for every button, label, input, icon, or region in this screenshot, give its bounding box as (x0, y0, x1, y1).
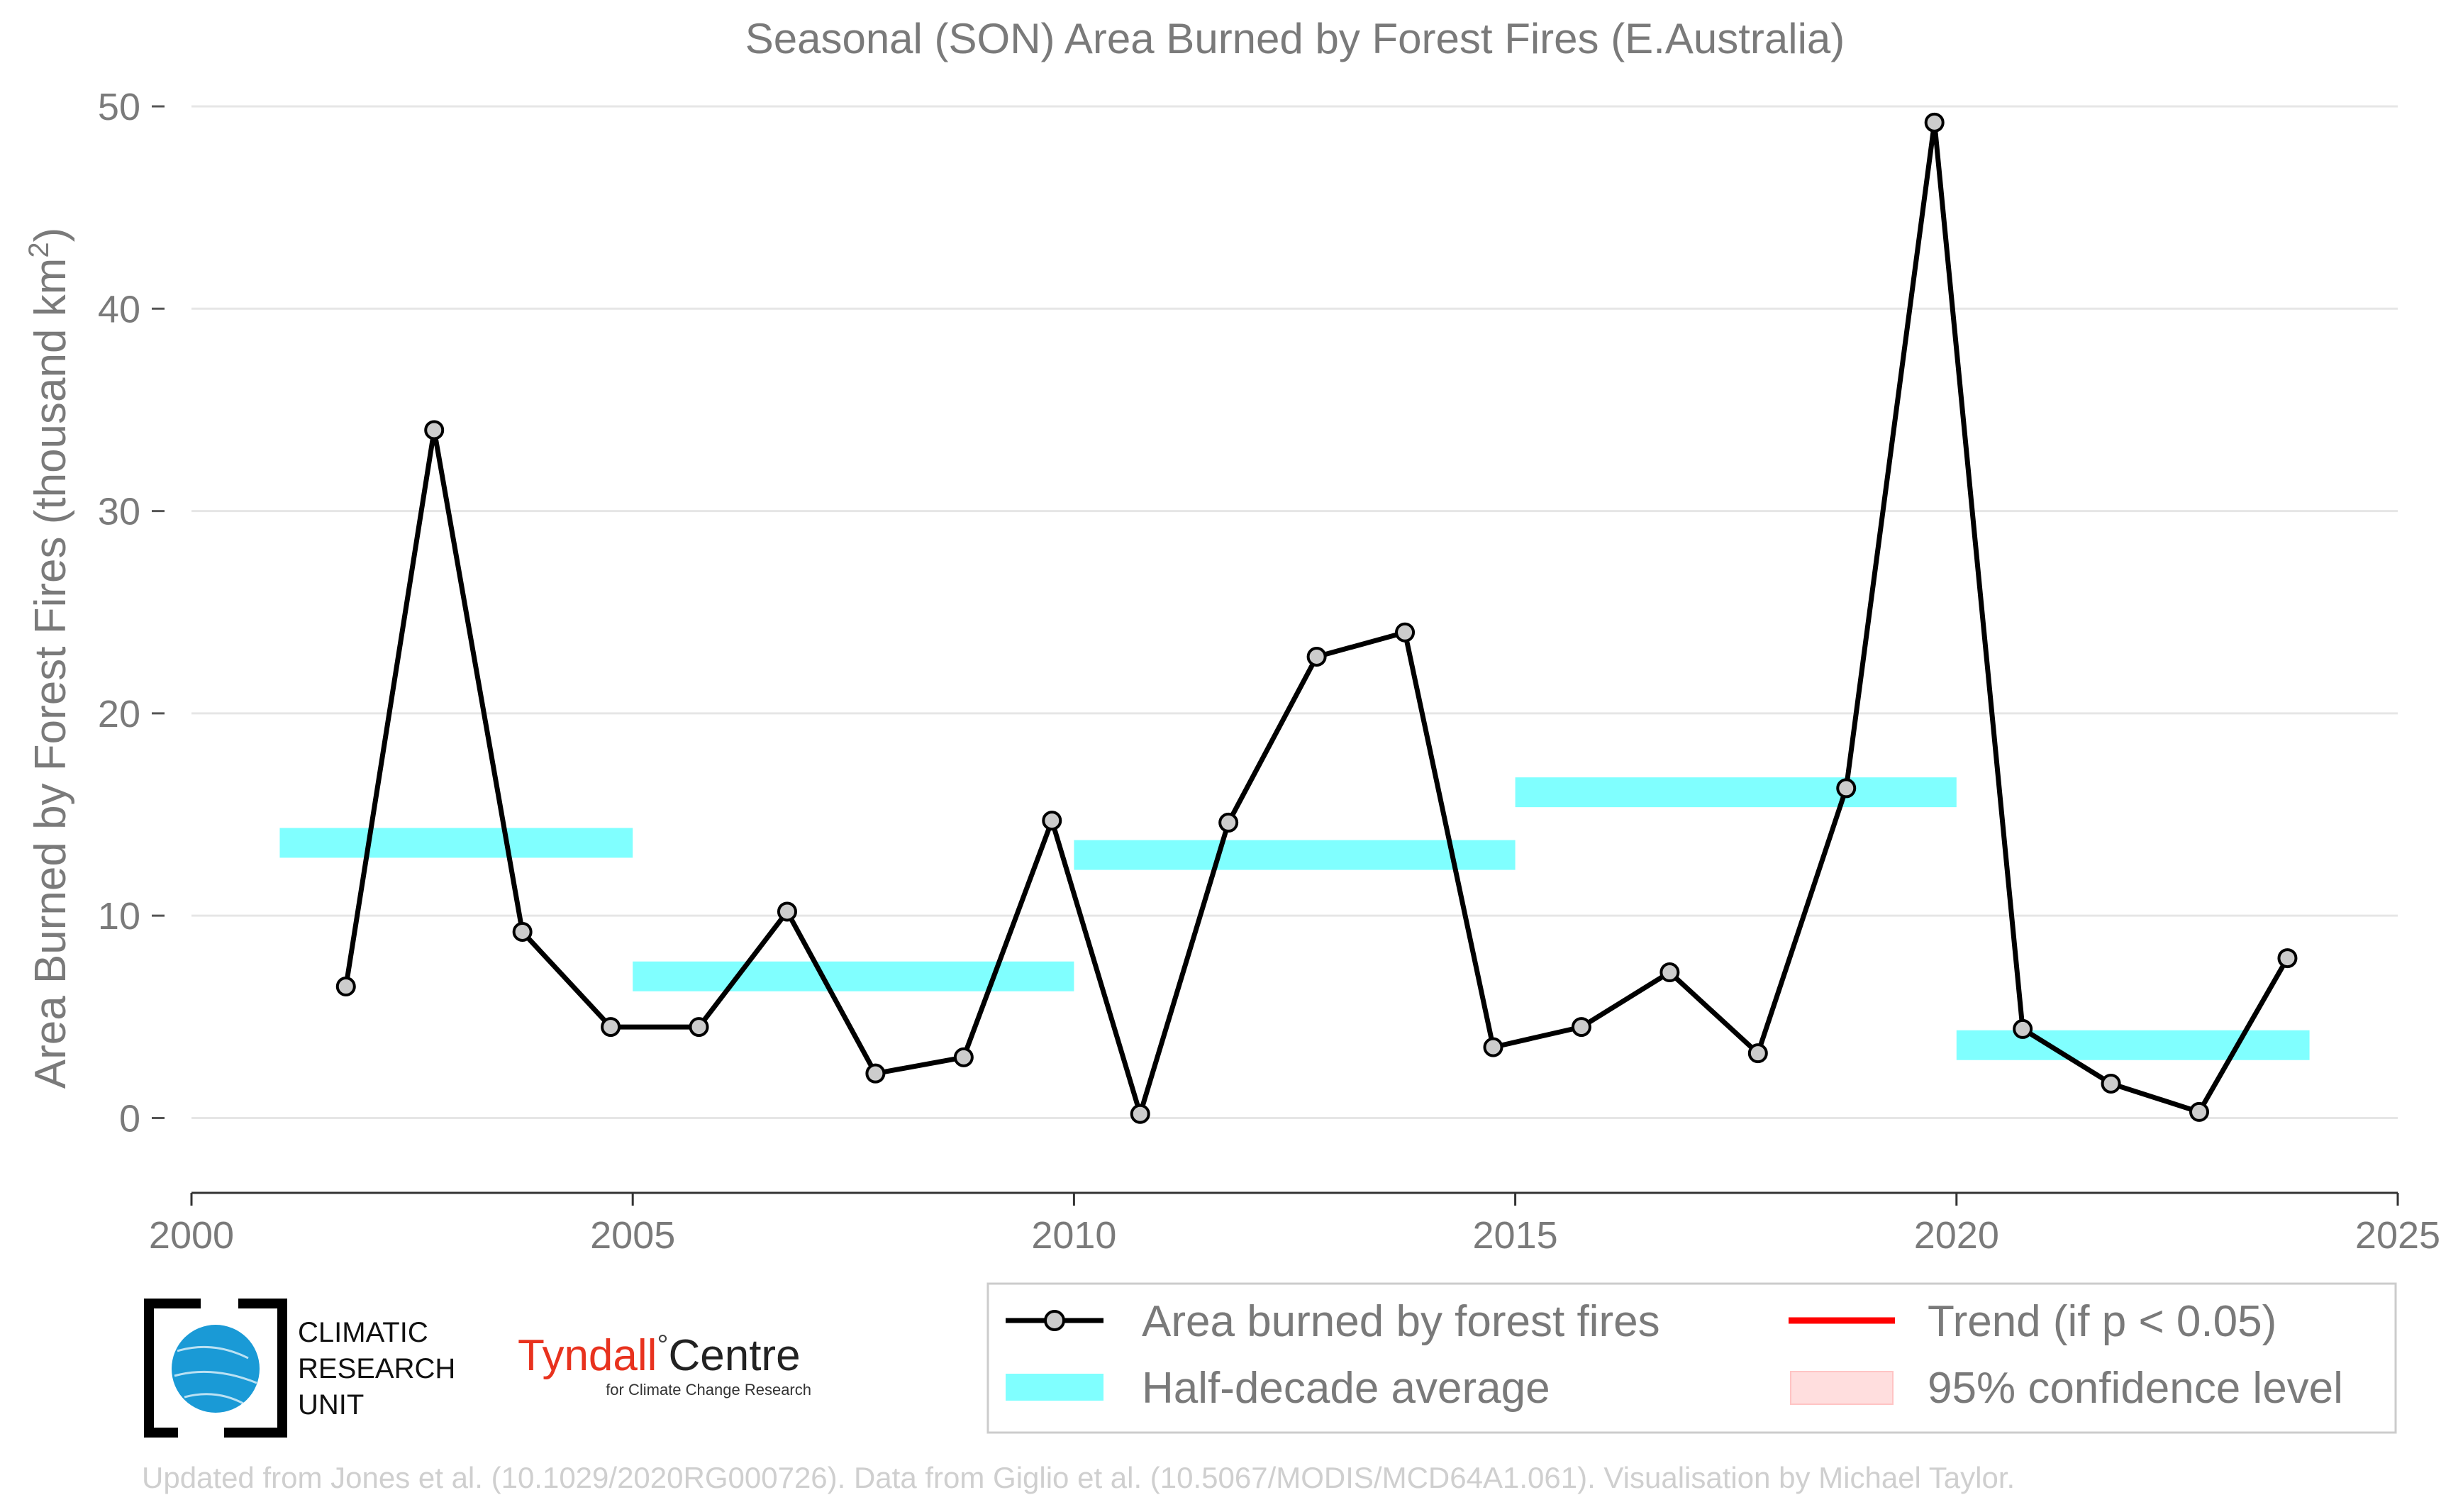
svg-text:Tyndall°Centre: Tyndall°Centre (518, 1330, 801, 1380)
globe-icon (172, 1325, 260, 1413)
data-point-1 (424, 420, 445, 440)
legend-entry-trend: Trend (if p < 0.05) (1789, 1297, 2276, 1346)
data-point-10 (1218, 812, 1239, 833)
legend-box (986, 1282, 2397, 1434)
data-point-8 (1042, 811, 1062, 831)
data-point-4 (689, 1017, 709, 1038)
y-axis-label: Area Burned by Forest Fires (thousand km… (23, 228, 75, 1089)
half-decade-band-4 (1956, 1030, 2310, 1060)
legend: Area burned by forest fires Trend (if p … (986, 1282, 2397, 1434)
cru-logo-bracket-left (144, 1299, 201, 1438)
y-tick-label-50: 50 (98, 86, 140, 128)
cru-logo: CLIMATIC RESEARCH UNIT (144, 1299, 455, 1438)
x-tick-label-2020: 2020 (1914, 1214, 1999, 1257)
cru-text-line2: RESEARCH (298, 1353, 455, 1384)
y-tick-label-40: 40 (98, 288, 140, 330)
credit-line: Updated from Jones et al. (10.1029/2020R… (142, 1461, 2015, 1494)
data-point-13 (1483, 1037, 1503, 1057)
half-decade-average-bands (279, 777, 2310, 1060)
data-point-11 (1306, 646, 1327, 667)
half-decade-band-1 (633, 961, 1074, 991)
x-tick-label-2025: 2025 (2355, 1214, 2440, 1257)
tyndall-degree: ° (657, 1330, 668, 1361)
legend-entry-half-decade: Half-decade average (1006, 1364, 1550, 1413)
y-tick-labels: 0 10 20 30 40 50 (98, 86, 165, 1140)
svg-text:Half-decade average: Half-decade average (1142, 1364, 1550, 1413)
legend-entry-area-burned: Area burned by forest fires (1006, 1297, 1660, 1346)
svg-text:95% confidence level: 95% confidence level (1928, 1364, 2343, 1413)
x-tick-label-2000: 2000 (149, 1214, 234, 1257)
y-tick-label-20: 20 (98, 693, 140, 735)
half-decade-band-2 (1074, 840, 1516, 870)
data-point-0 (335, 977, 356, 997)
data-point-9 (1130, 1104, 1150, 1124)
data-point-6 (865, 1063, 886, 1084)
data-point-22 (2277, 948, 2298, 969)
data-point-3 (601, 1017, 621, 1038)
half-decade-band-3 (1515, 777, 1957, 808)
data-point-15 (1659, 962, 1680, 983)
data-point-2 (512, 921, 533, 942)
svg-text:Trend (if p < 0.05): Trend (if p < 0.05) (1928, 1297, 2276, 1346)
x-tick-label-2015: 2015 (1473, 1214, 1558, 1257)
grid-lines (191, 105, 2398, 1119)
data-point-16 (1747, 1043, 1768, 1064)
tyndall-subtitle: for Climate Change Research (606, 1381, 811, 1399)
tyndall-centre-word: Centre (668, 1331, 800, 1380)
svg-text:Area burned by forest fires: Area burned by forest fires (1142, 1297, 1660, 1346)
data-point-12 (1395, 622, 1416, 643)
y-axis-label-superscript: 2 (23, 242, 55, 257)
data-series (335, 112, 2298, 1124)
x-tick-label-2010: 2010 (1031, 1214, 1116, 1257)
data-point-5 (777, 901, 797, 922)
data-point-18 (1924, 112, 1945, 133)
y-tick-label-0: 0 (119, 1097, 140, 1140)
x-axis: 2000 2005 2010 2015 2020 2025 (149, 1191, 2440, 1257)
x-tick-label-2005: 2005 (590, 1214, 675, 1257)
tyndall-word: Tyndall (518, 1331, 657, 1380)
y-tick-label-30: 30 (98, 491, 140, 533)
data-point-19 (2013, 1018, 2033, 1039)
data-point-21 (2189, 1101, 2210, 1122)
data-point-14 (1571, 1017, 1591, 1038)
data-point-17 (1836, 778, 1857, 799)
chart-title: Seasonal (SON) Area Burned by Forest Fir… (745, 15, 1845, 62)
y-tick-label-10: 10 (98, 895, 140, 938)
data-point-7 (953, 1047, 974, 1067)
cru-text-line1: CLIMATIC (298, 1317, 428, 1348)
cru-text-line3: UNIT (298, 1389, 364, 1421)
data-point-20 (2101, 1073, 2121, 1094)
tyndall-logo: Tyndall°Centre for Climate Change Resear… (518, 1330, 811, 1399)
half-decade-band-0 (279, 828, 633, 858)
legend-entry-confidence: 95% confidence level (1790, 1364, 2343, 1413)
cru-logo-bracket-right (224, 1299, 287, 1438)
